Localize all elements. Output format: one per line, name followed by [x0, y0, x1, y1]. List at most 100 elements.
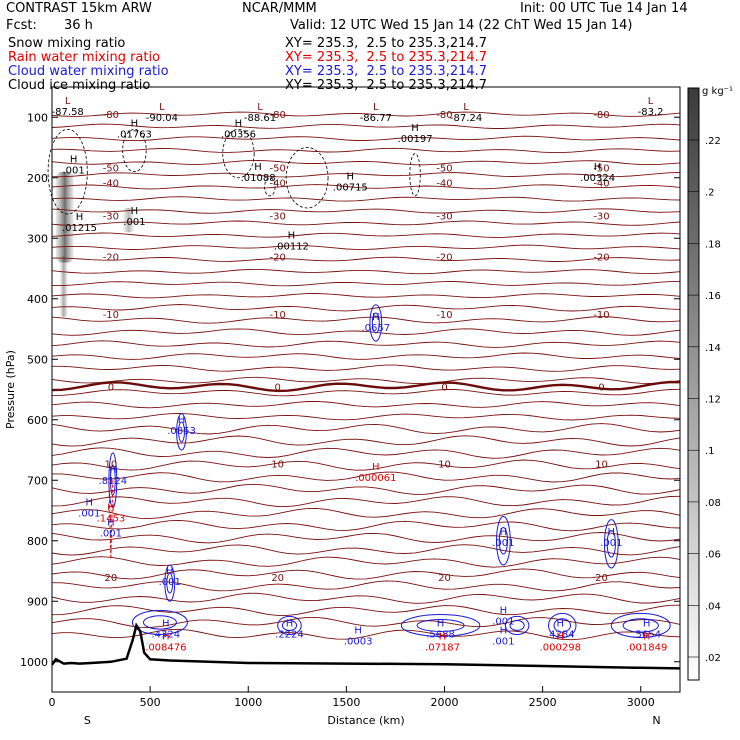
org-label: NCAR/MMM: [242, 1, 317, 16]
x-axis-label: Distance (km): [327, 714, 404, 727]
cloud-water-label: .001: [78, 509, 100, 520]
isotherm-line: [51, 376, 681, 385]
cloud-ice-label: .00356: [221, 129, 256, 140]
isotherm-label: -40: [436, 179, 452, 190]
snow-shade: [59, 256, 68, 317]
cloud-water-contour: [610, 612, 671, 639]
cloud-water-label-h: H: [608, 527, 616, 538]
cloud-water-label-h: H: [372, 312, 380, 323]
terrain-surface: [50, 622, 681, 670]
isotherm-line: [51, 304, 681, 312]
isotherm-label: 0: [108, 382, 114, 393]
isotherm-line: [51, 556, 681, 568]
isotherm-label: -20: [103, 252, 119, 263]
isotherm-line: [51, 628, 681, 641]
isotherm-label: 10: [438, 459, 451, 470]
snow-shade: [122, 208, 135, 233]
isotherm-line: [51, 184, 681, 190]
cloud-water-label-h: H: [500, 527, 508, 538]
isotherm-label: 10: [271, 459, 284, 470]
isotherm-line: [51, 568, 681, 580]
cloud-ice-label: .01763: [117, 129, 152, 140]
isotherm-line: [51, 435, 681, 447]
cloud-water-label: .4324: [152, 630, 181, 641]
isotherm-label: -80: [436, 110, 452, 121]
isotherm-line: [51, 412, 681, 421]
cloud-ice-label-h: H: [411, 123, 419, 134]
cloud-water-contour: [178, 421, 185, 443]
colorbar-tick-label: .04: [705, 601, 721, 612]
cloud-water-contour: [416, 618, 465, 632]
cloud-water-label: .001: [492, 538, 514, 549]
low-marker: L: [159, 102, 165, 113]
cloud-water-label-h: H: [86, 498, 94, 509]
rain-water-label: .07187: [425, 642, 460, 653]
cloud-water-label: .4284: [546, 630, 575, 641]
cloud-water-contour: [371, 312, 380, 334]
colorbar-ramp: [687, 87, 700, 681]
isotherm-line: [51, 604, 681, 616]
cloud-water-label: .5688: [426, 630, 455, 641]
cloud-water-contour: [281, 619, 298, 631]
y-tick-label: 800: [27, 535, 48, 548]
cloud-water-contour: [606, 529, 616, 558]
cloud-water-contour: [498, 526, 508, 555]
x-tick-label: 2500: [529, 696, 557, 709]
isotherm-label: -50: [270, 163, 286, 174]
isotherm-line: [51, 328, 681, 336]
rain-water-label-h: H: [439, 631, 447, 642]
cloud-ice-label: .00112: [274, 241, 309, 252]
y-tick-label: 600: [27, 414, 48, 427]
isotherm-line: [51, 268, 681, 275]
y-tick-label: 100: [27, 111, 48, 124]
cloud-water-label-h: H: [162, 619, 170, 630]
cloud-water-label: .0003: [344, 636, 373, 647]
colorbar: g kg⁻¹ .22 .2 .18 .16 .14 .12 .1 .08 .06 .04 .02: [687, 86, 733, 681]
isotherm-label: 20: [595, 573, 608, 584]
isotherm-line: [51, 111, 681, 117]
rain-water-label-h: H: [557, 631, 565, 642]
isotherm-line: [51, 208, 681, 214]
colorbar-tick-label: .22: [705, 136, 721, 147]
colorbar-tick-label: .06: [705, 550, 721, 561]
cloud-water-label: .0657: [361, 323, 390, 334]
cloud-ice-label-h: H: [131, 206, 139, 217]
cloud-water-contour: [509, 619, 525, 631]
low-marker: L: [648, 96, 654, 107]
cloud-water-label: .001: [600, 538, 622, 549]
field-cloud-water-xy: XY= 235.3, 2.5 to 235.3,214.7: [285, 64, 488, 79]
field-cloud-ice-name: Cloud ice mixing ratio: [8, 78, 151, 93]
cloud-water-label-h: H: [500, 605, 508, 616]
cloud-ice-label: .001: [62, 166, 84, 177]
plot-frame: [51, 86, 681, 693]
isotherm-label: 10: [595, 459, 608, 470]
low-label: -87.58: [52, 107, 84, 118]
isotherm-label: 20: [105, 573, 118, 584]
rain-water-label-h: H: [107, 503, 115, 514]
isotherm-label: -80: [103, 110, 119, 121]
isotherm-label: -20: [593, 252, 609, 263]
isotherm-label: 20: [271, 573, 284, 584]
isotherm-label: 0: [441, 382, 447, 393]
low-label: -90.04: [146, 113, 178, 124]
isotherm-label: -80: [593, 110, 609, 121]
cloud-water-contour: [603, 519, 619, 569]
cloud-ice-label-h: H: [254, 162, 262, 173]
isotherm-line: [51, 532, 681, 544]
low-marker: L: [65, 96, 71, 107]
x-tick-label: 1500: [332, 696, 360, 709]
isotherm-line: [51, 123, 681, 129]
isotherm-label: -30: [270, 211, 286, 222]
isotherm-label: 20: [438, 573, 451, 584]
cloud-water-label-h: H: [500, 625, 508, 636]
isotherm-line: [51, 447, 681, 459]
isotherm-line: [51, 592, 681, 604]
isotherm-line: [52, 172, 681, 178]
rain-water-label: .000298: [540, 642, 581, 653]
cloud-ice-contour: [47, 128, 88, 215]
cloud-water-contour: [176, 413, 187, 451]
isotherm-line: [51, 580, 681, 592]
field-rain-xy: XY= 235.3, 2.5 to 235.3,214.7: [285, 50, 488, 65]
